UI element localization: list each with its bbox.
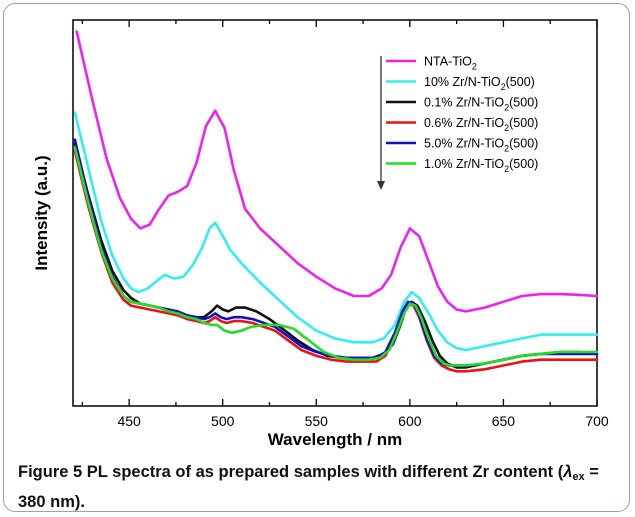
caption-text: PL spectra of as prepared samples with d… <box>82 463 564 481</box>
caption-lambda: λ <box>563 463 573 481</box>
legend-label: 0.6% Zr/N-TiO2(500) <box>424 116 538 133</box>
pl-spectra-chart: 450 500 550 600 650 700 NTA-TiO2 10% Zr/N-TiO2… <box>32 19 609 449</box>
x-tick-label: 700 <box>585 413 609 429</box>
y-axis-label: Intensity (a.u.) <box>32 155 51 270</box>
series-line <box>73 142 599 369</box>
x-tick-label: 650 <box>492 413 516 429</box>
series-line <box>73 138 599 367</box>
figure-label: Figure 5 <box>18 463 83 481</box>
series-line <box>75 30 599 313</box>
axis-ticks: 450 500 550 600 650 700 <box>81 20 609 429</box>
series-line <box>73 111 599 352</box>
legend-label: 5.0% Zr/N-TiO2(500) <box>424 137 538 154</box>
figure-caption: Figure 5 PL spectra of as prepared sampl… <box>18 460 618 515</box>
legend-label: NTA-TiO2 <box>424 55 477 72</box>
caption-lambda-sub: ex <box>572 471 585 483</box>
legend-arrow-head <box>377 181 385 190</box>
legend-label: 0.1% Zr/N-TiO2(500) <box>424 96 538 113</box>
caption-text-end: = 380 nm). <box>18 463 599 511</box>
legend-label: 1.0% Zr/N-TiO2(500) <box>424 157 538 174</box>
x-tick-label: 450 <box>117 413 141 429</box>
legend: NTA-TiO2 10% Zr/N-TiO2(500) 0.1% Zr/N-TiO2… <box>377 55 538 190</box>
series-lines <box>73 30 599 373</box>
series-line <box>73 146 599 367</box>
series-line <box>73 149 599 373</box>
legend-label: 10% Zr/N-TiO2(500) <box>424 75 535 92</box>
plot-area <box>72 19 598 407</box>
x-tick-label: 550 <box>305 413 329 429</box>
x-axis-label: Wavelength / nm <box>268 430 402 449</box>
x-tick-label: 600 <box>398 413 422 429</box>
x-tick-label: 500 <box>211 413 235 429</box>
